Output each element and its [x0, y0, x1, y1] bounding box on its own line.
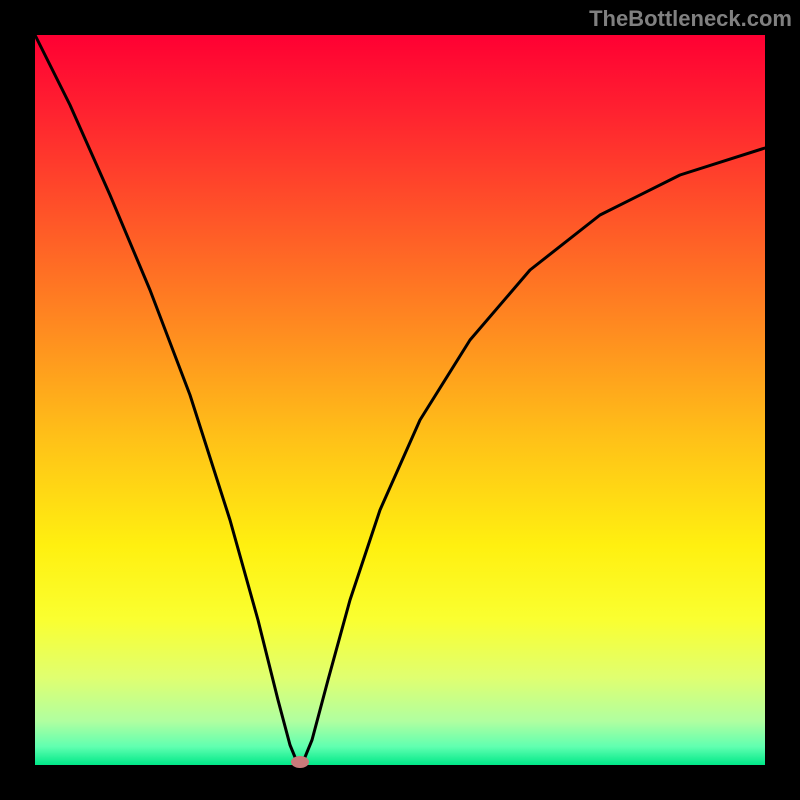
watermark-text: TheBottleneck.com — [589, 6, 792, 32]
chart-container: TheBottleneck.com — [0, 0, 800, 800]
plot-area — [35, 35, 765, 765]
